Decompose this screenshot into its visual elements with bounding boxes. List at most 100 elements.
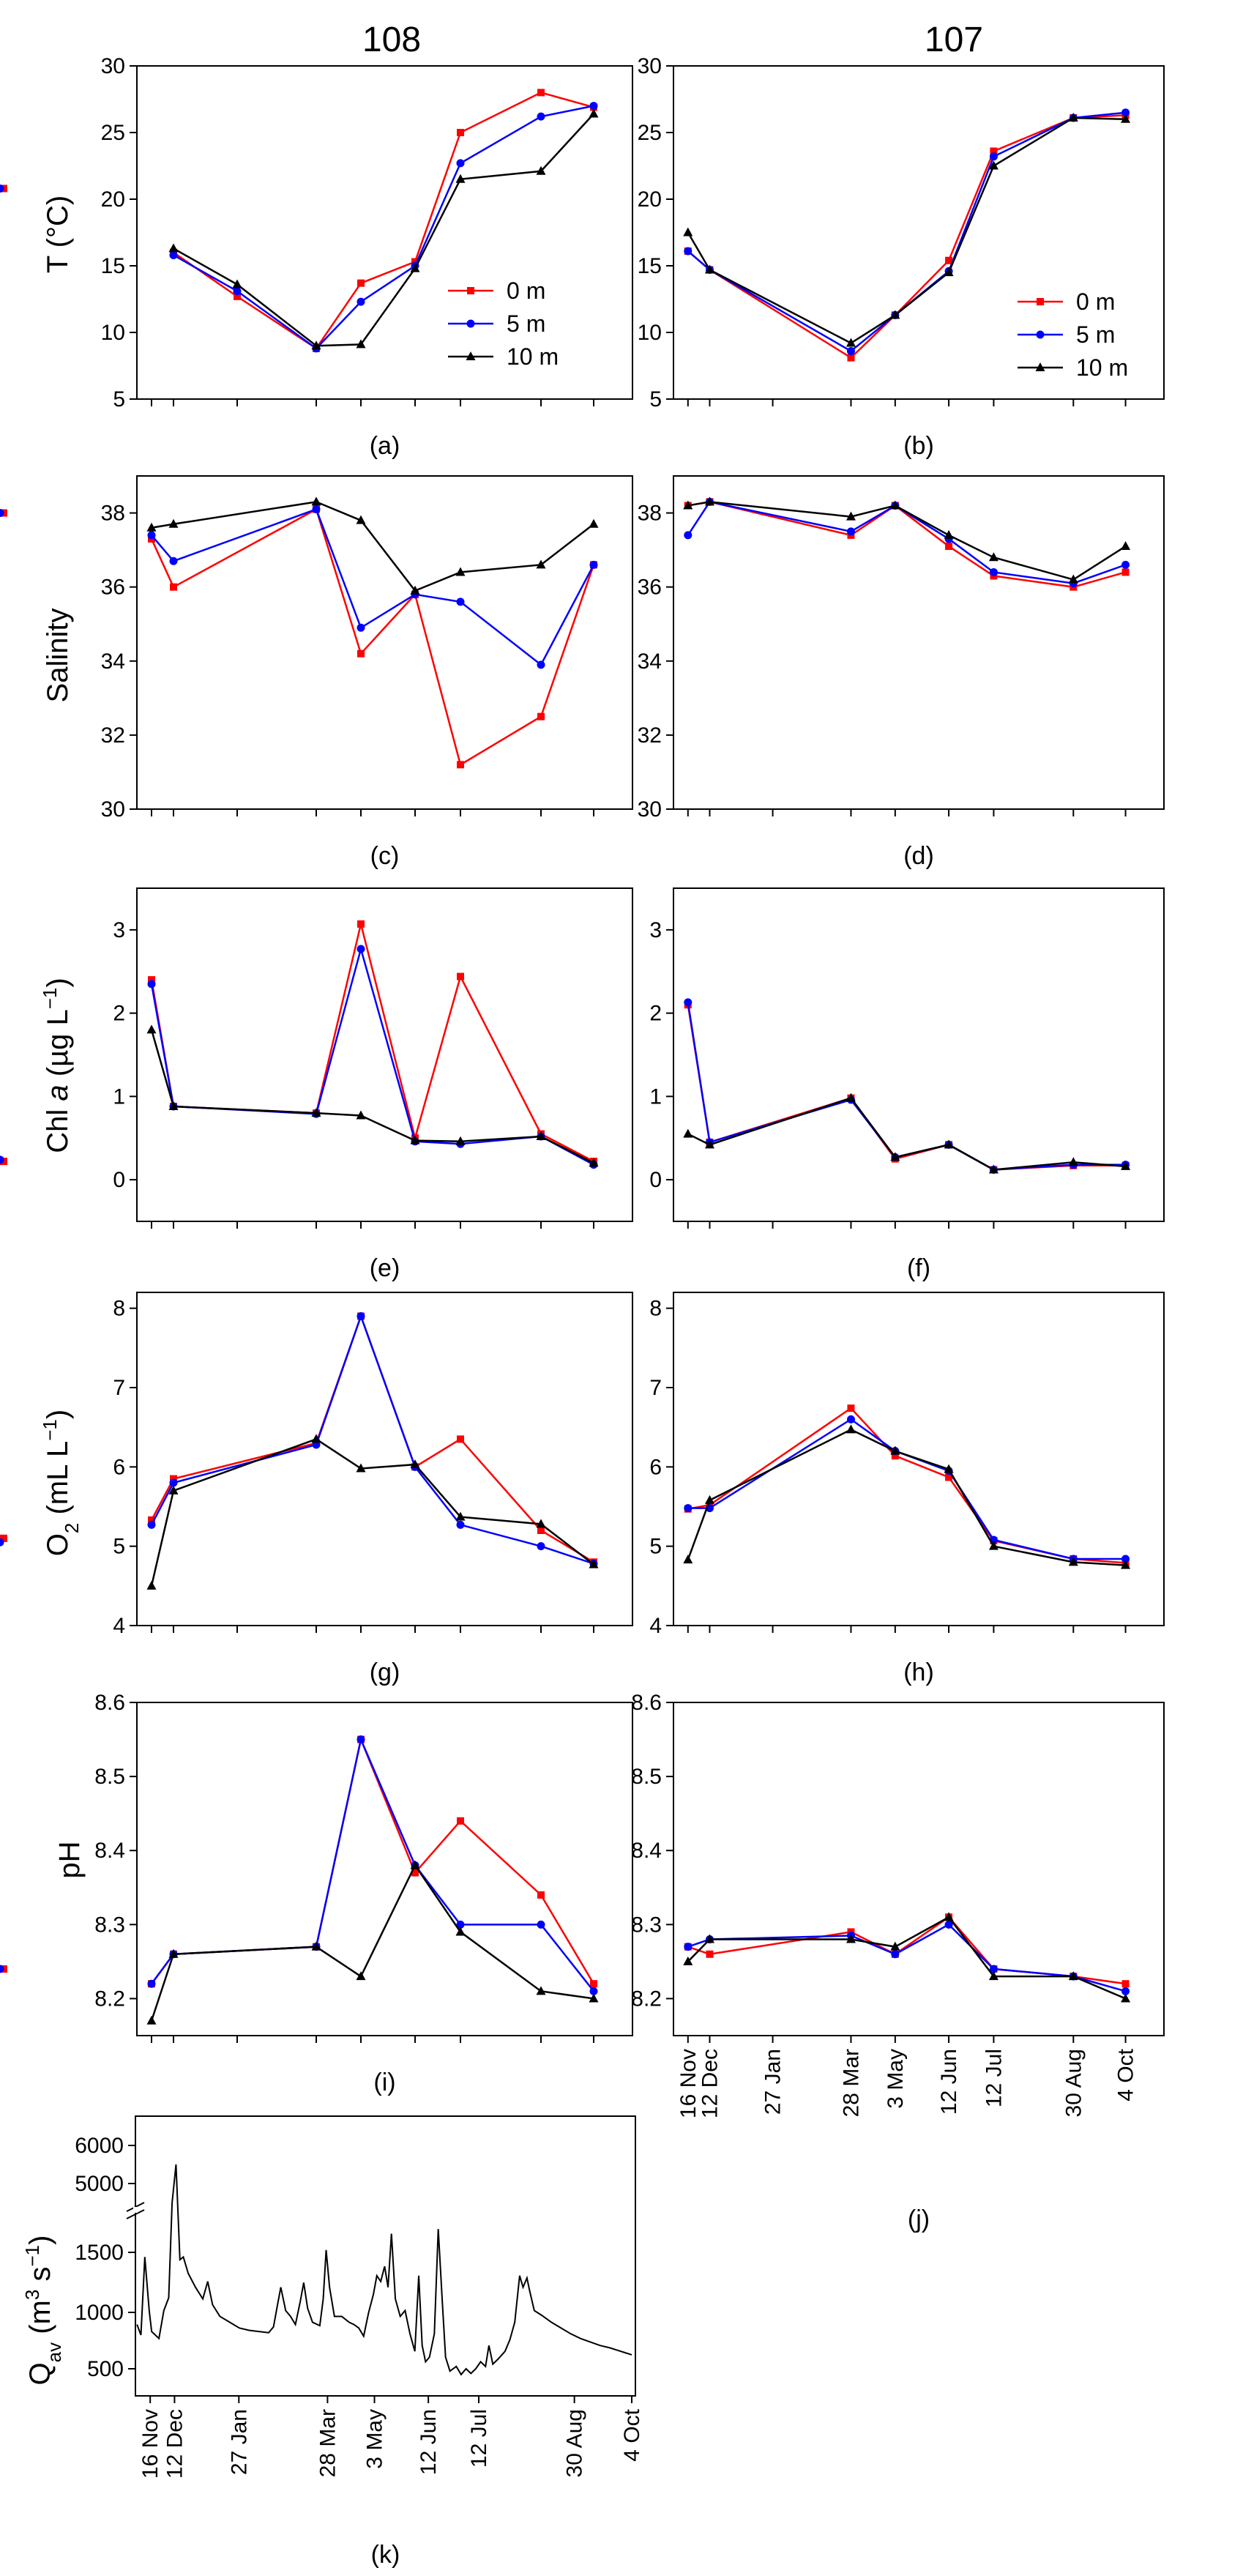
series-line-5m <box>687 1418 1126 1560</box>
x-tick-label: 3 May <box>884 2049 908 2109</box>
data-point <box>536 1131 546 1140</box>
y-tick-label: 6 <box>649 1455 662 1479</box>
ylabel-discharge: Qav (m3 s−1) <box>21 2236 65 2386</box>
y-tick-label: 6000 <box>75 2134 124 2158</box>
panel-i: 8.2 8.3 8.4 8.5 8.6 (i) <box>94 1691 633 2096</box>
data-point <box>537 1920 545 1929</box>
data-point <box>945 543 953 551</box>
y-tick-label: 2 <box>649 1002 662 1026</box>
ylabel-q-s: s <box>24 2267 56 2290</box>
data-point <box>846 1092 856 1102</box>
y-tick-label: 30 <box>638 797 662 822</box>
column-title-107: 107 <box>925 21 983 59</box>
y-tick-label: 30 <box>101 54 125 78</box>
series-line-0m <box>173 92 594 350</box>
y-tick-label: 10 <box>638 321 662 345</box>
y-tick-label: 8.3 <box>631 1913 662 1937</box>
panel-f: 0 1 2 3 (f) <box>0 887 1165 1282</box>
x-tick-label: 12 Jul <box>982 2049 1006 2107</box>
plot-frame <box>673 887 1165 1222</box>
data-point <box>311 1941 321 1951</box>
legend-label: 5 m <box>507 310 545 337</box>
data-point <box>846 1415 855 1423</box>
data-point <box>944 529 954 539</box>
plot-frame <box>136 475 633 810</box>
discharge-line <box>136 2164 632 2376</box>
x-tick-label: 28 Mar <box>839 2049 863 2117</box>
series-line-0m <box>687 1005 1126 1171</box>
data-point <box>590 1980 597 1988</box>
plot-frame <box>136 1702 633 2036</box>
data-point <box>990 147 998 155</box>
data-point <box>457 1817 464 1825</box>
legend-label: 0 m <box>1076 289 1115 315</box>
data-point <box>589 1158 599 1167</box>
x-tick-label: 16 Nov <box>138 2409 163 2479</box>
ylabel-chl-unit: (µg L <box>42 1009 74 1084</box>
data-point <box>357 279 365 287</box>
data-point <box>988 1971 998 1981</box>
series-line-0m <box>150 1313 594 1563</box>
series-line-0m <box>687 501 1126 588</box>
series-line-5m <box>687 1923 1126 1992</box>
x-tick-label: 12 Jun <box>937 2049 961 2115</box>
data-point <box>0 1965 4 1973</box>
data-point <box>357 623 365 632</box>
data-point <box>1121 108 1130 117</box>
data-point <box>147 1979 156 1988</box>
panel-d: 30 32 34 36 38 (d) <box>0 475 1165 870</box>
legend-marker <box>1035 362 1045 371</box>
y-tick-label: 30 <box>638 54 662 78</box>
data-point <box>233 287 242 296</box>
data-point <box>1068 112 1078 122</box>
data-point <box>1121 1555 1130 1563</box>
data-point <box>684 1943 693 1951</box>
data-point <box>944 1920 953 1929</box>
data-point <box>589 518 599 528</box>
data-point <box>589 1559 599 1568</box>
data-point <box>357 297 365 306</box>
x-tick-label: 12 Jun <box>417 2409 441 2475</box>
data-point <box>455 1511 466 1521</box>
y-tick-label: 34 <box>101 649 125 674</box>
x-tick-label: 12 Dec <box>163 2409 187 2479</box>
panel-label-b: (b) <box>903 432 934 460</box>
y-tick-label: 20 <box>101 187 125 212</box>
data-point <box>234 292 241 300</box>
x-tick-label: 3 May <box>363 2409 387 2469</box>
y-tick-label: 500 <box>87 2357 124 2381</box>
panel-a: 5 10 15 20 25 30 (a) 0 m 5 m 10 m <box>101 54 633 460</box>
data-point <box>536 165 546 175</box>
plot-frame <box>673 1702 1165 2036</box>
data-point <box>846 1424 856 1434</box>
ylabel-q-unit: (m <box>24 2300 56 2342</box>
data-point <box>847 354 855 362</box>
data-point <box>684 247 693 256</box>
data-point <box>168 1101 179 1111</box>
x-tick-label: 27 Jan <box>761 2049 785 2115</box>
data-point <box>891 1452 899 1460</box>
series-line-5m <box>150 945 594 1166</box>
panel-label-c: (c) <box>370 842 400 870</box>
data-point <box>683 500 693 510</box>
data-point <box>891 1950 900 1959</box>
data-point <box>232 279 242 289</box>
data-point <box>168 518 179 528</box>
data-point <box>456 1920 465 1929</box>
data-point <box>311 1434 321 1443</box>
plot-frame <box>136 887 633 1222</box>
data-point <box>456 1520 465 1529</box>
panel-k: 500 1000 1500 5000 6000 16 Nov 12 Dec 27 Jan 28 … <box>75 2115 644 2569</box>
ylabel-q-sub: av <box>43 2342 65 2362</box>
panel-b: 5 10 15 20 25 30 (b) 0 m 5 m 10 m <box>0 54 1165 460</box>
panel-label-f: (f) <box>907 1254 930 1282</box>
data-point <box>684 1504 693 1513</box>
data-point <box>357 920 365 928</box>
ylabel-o2-part: O <box>42 1533 74 1556</box>
data-point <box>170 583 177 591</box>
y-tick-label: 20 <box>638 187 662 212</box>
data-point <box>537 112 545 121</box>
data-point <box>357 945 365 953</box>
y-tick-label: 25 <box>101 121 125 145</box>
